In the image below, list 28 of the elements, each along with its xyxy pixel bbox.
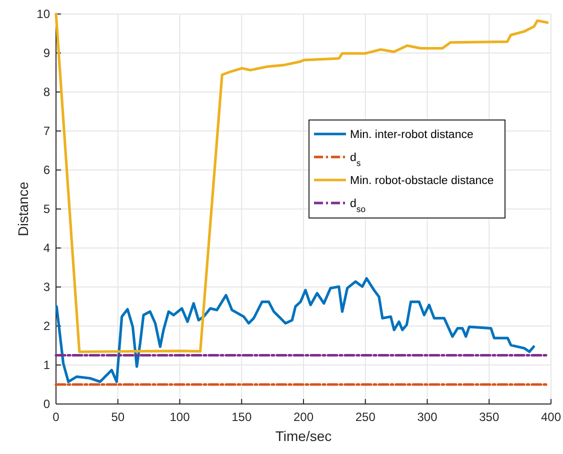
x-tick-label: 300 — [417, 410, 438, 424]
y-tick-label: 8 — [43, 85, 50, 99]
y-tick-label: 7 — [43, 124, 50, 138]
y-tick-label: 3 — [43, 280, 50, 294]
x-tick-label: 150 — [232, 410, 252, 424]
x-tick-label: 200 — [293, 410, 314, 424]
y-tick-label: 1 — [43, 358, 50, 372]
y-tick-label: 6 — [43, 163, 50, 177]
y-axis-title: Distance — [15, 182, 31, 236]
legend-label: d$_{so}$ — [350, 198, 366, 214]
legend-label: d$_{s}$ — [350, 152, 361, 168]
line-series — [55, 277, 535, 384]
x-axis-title: Time/sec — [275, 428, 332, 444]
legend-label: Min. robot-obstacle distance — [350, 175, 494, 187]
x-tick-label: 350 — [479, 410, 500, 424]
x-tick-label: 0 — [52, 410, 60, 424]
y-tick-label: 2 — [43, 319, 50, 333]
legend-label: Min. inter-robot distance — [350, 129, 474, 141]
x-tick-label: 50 — [111, 410, 125, 424]
y-tick-label: 4 — [43, 241, 50, 255]
y-tick-label: 0 — [43, 397, 50, 411]
y-tick-label: 10 — [36, 7, 50, 21]
x-tick-label: 100 — [170, 410, 190, 424]
line-series — [54, 12, 549, 354]
x-tick-label: 250 — [355, 410, 376, 424]
x-tick-label: 400 — [540, 410, 562, 424]
y-tick-label: 9 — [43, 46, 50, 60]
y-tick-label: 5 — [43, 202, 50, 216]
